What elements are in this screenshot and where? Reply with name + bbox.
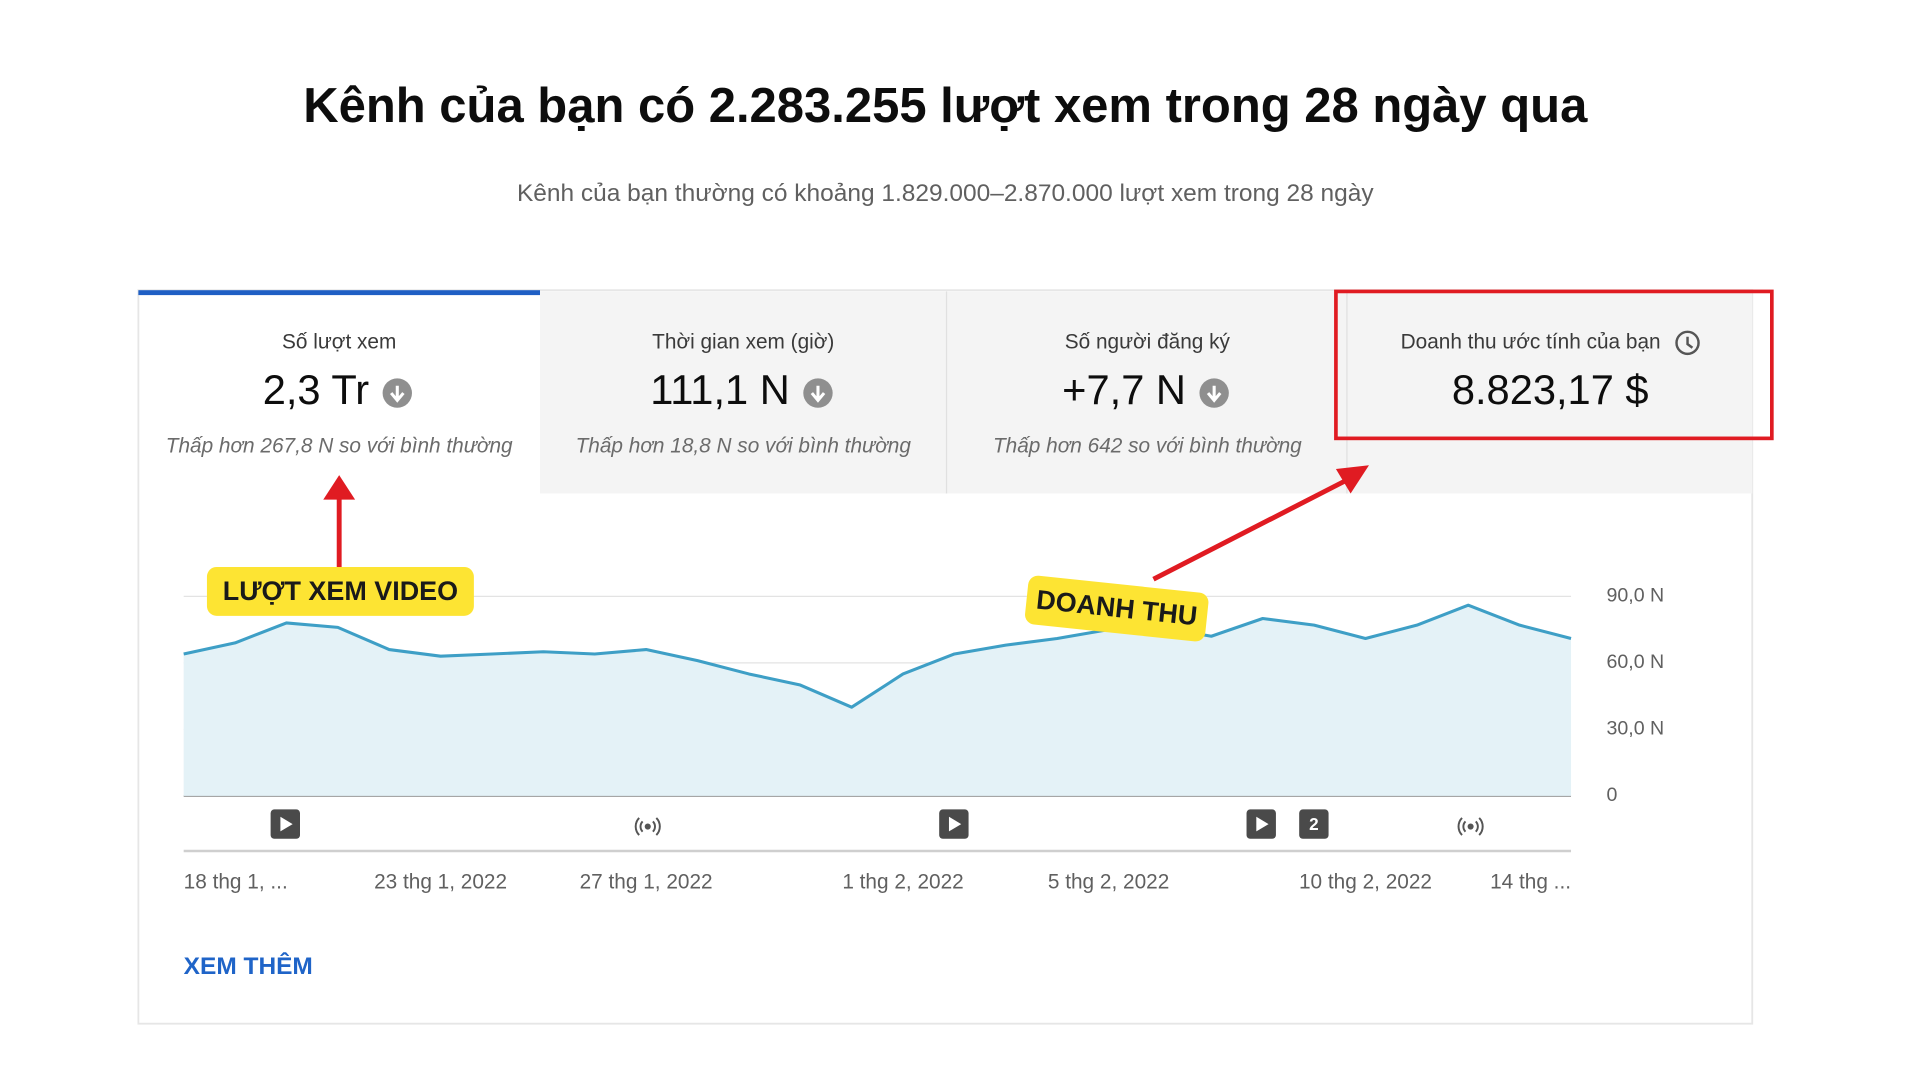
annotation-label: LƯỢT XEM VIDEO: [206, 566, 474, 616]
live-marker-wave: [1478, 817, 1484, 836]
metric-tabs: Số lượt xem 2,3 Tr Thấp hơn 267,8 N so với…: [166, 330, 1700, 457]
y-tick-label: 90,0 N: [1607, 584, 1665, 606]
arrow-head: [323, 475, 356, 500]
x-tick-label: 23 thg 1, 2022: [374, 870, 507, 893]
tab-value[interactable]: 8.823,17 $: [1452, 366, 1649, 413]
live-marker[interactable]: [1467, 823, 1474, 830]
line: [183, 603, 1572, 709]
active-tab-indicator: [138, 290, 540, 296]
live-marker-wave: [1457, 817, 1463, 836]
tab-strip-bg: [540, 291, 1753, 494]
trend-icon-arrow: [389, 385, 405, 403]
live-marker-wave: [652, 820, 656, 833]
tab-label[interactable]: Thời gian xem (giờ): [652, 330, 834, 353]
chart: 0 30,0 N 60,0 N 90,0 N 2 18 thg 1, ... 23 thg …: [183, 584, 1665, 893]
annotation-label: DOANH THU: [1025, 575, 1209, 642]
live-marker[interactable]: [644, 823, 651, 830]
arrow: [323, 475, 356, 572]
tab-note: Thấp hơn 18,8 N so với bình thường: [576, 434, 912, 457]
x-tick-label: 10 thg 2, 2022: [1299, 870, 1432, 893]
tab-note: Thấp hơn 642 so với bình thường: [993, 434, 1302, 457]
video-marker-icon: [948, 816, 962, 832]
tab-value[interactable]: +7,7 N: [1062, 366, 1186, 413]
y-tick-label: 30,0 N: [1607, 718, 1665, 740]
tab-label[interactable]: Số lượt xem: [282, 330, 396, 353]
x-tick-label: 18 thg 1, ...: [184, 870, 288, 893]
live-marker-wave: [1462, 820, 1467, 833]
multi-marker-count: 2: [1309, 814, 1319, 834]
highlight-box: [1334, 289, 1774, 441]
arrow: [1152, 465, 1369, 582]
live-marker-wave: [634, 817, 640, 836]
annotation-bg: [206, 566, 474, 616]
x-tick-label: 14 thg ...: [1490, 870, 1571, 893]
headline: Kênh của bạn có 2.283.255 lượt xem trong…: [303, 79, 1588, 133]
live-marker-wave: [655, 817, 661, 836]
y-tick-label: 60,0 N: [1607, 651, 1665, 673]
annotation-bg: [1025, 575, 1209, 642]
arrow-head: [1335, 465, 1369, 494]
tab-label[interactable]: Số người đăng ký: [1065, 330, 1231, 353]
live-marker-wave: [1474, 820, 1479, 833]
x-tick-label: 5 thg 2, 2022: [1048, 870, 1169, 893]
trend-icon-arrow: [810, 385, 826, 403]
live-marker-wave: [639, 820, 644, 833]
video-marker-icon: [280, 816, 293, 832]
x-tick-label: 1 thg 2, 2022: [842, 870, 963, 893]
see-more-link[interactable]: XEM THÊM: [184, 952, 313, 980]
subheadline: Kênh của bạn thường có khoảng 1.829.000–…: [517, 180, 1374, 207]
x-tick-label: 27 thg 1, 2022: [580, 870, 713, 893]
tab-label[interactable]: Doanh thu ước tính của bạn: [1401, 330, 1661, 353]
tab-value[interactable]: 2,3 Tr: [263, 366, 370, 413]
arrow-shaft: [1152, 477, 1349, 582]
tab-value[interactable]: 111,1 N: [650, 366, 790, 413]
tab-note: Thấp hơn 267,8 N so với bình thường: [166, 434, 513, 457]
info-clock-icon: [1675, 330, 1700, 356]
video-marker-icon: [1256, 816, 1269, 832]
y-tick-label: 0: [1607, 784, 1618, 806]
annotation-text: LƯỢT XEM VIDEO: [223, 576, 458, 606]
multi-marker[interactable]: [1299, 809, 1329, 839]
trend-icon-arrow: [1206, 385, 1222, 403]
info-clock-hands: [1686, 336, 1694, 349]
